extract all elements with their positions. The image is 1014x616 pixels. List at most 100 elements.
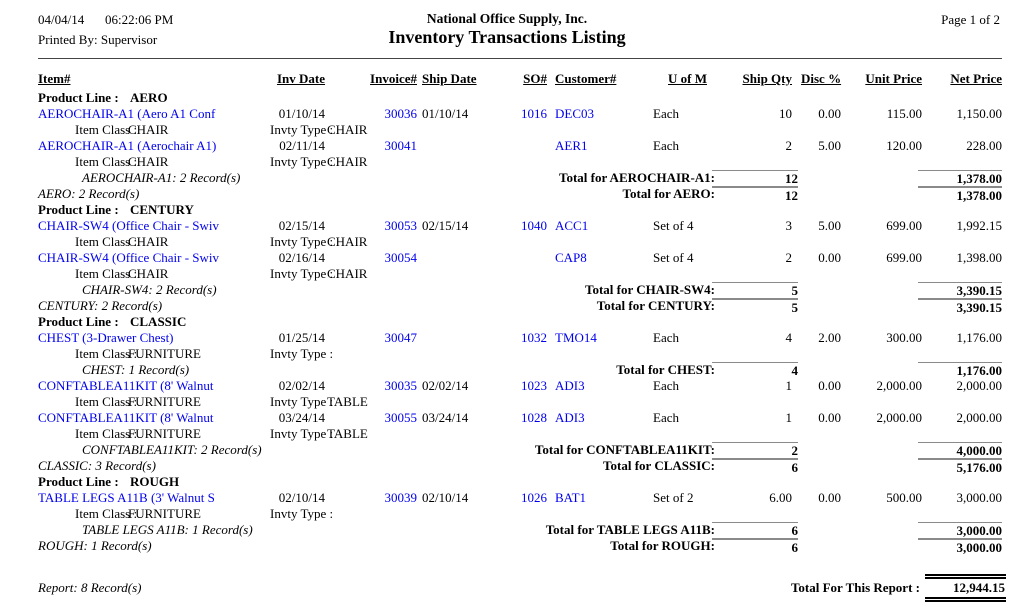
uom-value: Each: [653, 410, 679, 425]
item-total-row: AEROCHAIR-A1: 2 Record(s) Total for AERO…: [0, 170, 1014, 186]
net-price-value: 3,000.00: [956, 490, 1003, 505]
col-ship-qty: Ship Qty: [742, 71, 793, 86]
so-link[interactable]: 1023: [521, 378, 547, 393]
invty-type-value: CHAIR: [327, 122, 368, 137]
product-line-value: ROUGH: [130, 474, 180, 489]
item-class-row: Item Class : CHAIR Invty Type : CHAIR: [0, 234, 1014, 250]
customer-link[interactable]: DEC03: [555, 106, 594, 121]
invoice-link[interactable]: 30047: [384, 330, 418, 345]
invty-type-value: CHAIR: [327, 154, 368, 169]
item-link[interactable]: CHAIR-SW4 (Office Chair - Swiv: [38, 218, 220, 233]
disc-value: 2.00: [818, 330, 841, 345]
item-class-label: Item Class :: [75, 122, 138, 137]
so-link[interactable]: 1040: [521, 218, 547, 233]
inv-date: 01/25/14: [278, 330, 325, 345]
col-disc: Disc %: [801, 71, 842, 86]
uom-value: Each: [653, 138, 679, 153]
inv-date: 02/16/14: [278, 250, 325, 265]
item-total-label: Total for CHEST:: [616, 362, 715, 377]
transaction-row: AEROCHAIR-A1 (Aerochair A1) 02/11/14 300…: [0, 138, 1014, 154]
col-ship-date: Ship Date: [422, 71, 477, 86]
item-class-value: CHAIR: [128, 122, 169, 137]
invoice-link[interactable]: 30054: [384, 250, 418, 265]
so-link[interactable]: 1026: [521, 490, 547, 505]
customer-link[interactable]: AER1: [555, 138, 588, 153]
item-total-qty: 4: [712, 362, 798, 379]
disc-value: 0.00: [818, 378, 841, 393]
report-header: 04/04/14 06:22:06 PM National Office Sup…: [0, 0, 1014, 90]
item-class-label: Item Class :: [75, 506, 138, 521]
inv-date: 03/24/14: [278, 410, 325, 425]
so-link[interactable]: 1028: [521, 410, 547, 425]
print-date: 04/04/14: [38, 12, 85, 27]
invoice-link[interactable]: 30055: [384, 410, 418, 425]
customer-link[interactable]: ACC1: [555, 218, 589, 233]
customer-link[interactable]: ADI3: [555, 410, 585, 425]
col-net-price: Net Price: [950, 71, 1002, 86]
ship-qty-value: 6.00: [769, 490, 792, 505]
ship-qty-value: 4: [785, 330, 793, 345]
inv-date: 02/02/14: [278, 378, 325, 393]
invoice-link[interactable]: 30039: [384, 490, 418, 505]
item-total-net: 4,000.00: [918, 442, 1002, 459]
ship-qty-value: 1: [785, 410, 793, 425]
ship-date: 02/02/14: [422, 378, 469, 393]
customer-link[interactable]: BAT1: [555, 490, 587, 505]
net-price-value: 1,398.00: [956, 250, 1003, 265]
ship-date: 02/15/14: [422, 218, 469, 233]
productline-total-label: Total for ROUGH:: [610, 538, 715, 553]
item-record-count: TABLE LEGS A11B: 1 Record(s): [82, 522, 253, 537]
product-line-value: CENTURY: [130, 202, 194, 217]
product-line-value: CLASSIC: [130, 314, 187, 329]
productline-total-net: 1,378.00: [918, 186, 1002, 204]
item-total-row: CONFTABLEA11KIT: 2 Record(s) Total for C…: [0, 442, 1014, 458]
unit-price-value: 300.00: [886, 330, 922, 345]
invoice-link[interactable]: 30053: [384, 218, 418, 233]
item-link[interactable]: AEROCHAIR-A1 (Aerochair A1): [38, 138, 217, 153]
customer-link[interactable]: TMO14: [555, 330, 597, 345]
invty-type-value: CHAIR: [327, 234, 368, 249]
item-total-qty: 5: [712, 282, 798, 299]
productline-total-row: AERO: 2 Record(s) Total for AERO: 12 1,3…: [0, 186, 1014, 204]
productline-total-row: ROUGH: 1 Record(s) Total for ROUGH: 6 3,…: [0, 538, 1014, 555]
productline-total-label: Total for CENTURY:: [596, 298, 715, 313]
invoice-link[interactable]: 30036: [384, 106, 418, 121]
item-total-net: 1,176.00: [918, 362, 1002, 379]
invty-type-label: Invty Type :: [270, 234, 334, 249]
customer-link[interactable]: CAP8: [555, 250, 587, 265]
disc-value: 0.00: [818, 490, 841, 505]
item-class-label: Item Class :: [75, 234, 138, 249]
productline-record-count: CLASSIC: 3 Record(s): [38, 458, 156, 473]
item-total-row: CHAIR-SW4: 2 Record(s) Total for CHAIR-S…: [0, 282, 1014, 298]
print-time: 06:22:06 PM: [105, 12, 174, 27]
so-link[interactable]: 1016: [521, 106, 547, 121]
inv-date: 02/15/14: [278, 218, 325, 233]
invty-type-value: CHAIR: [327, 266, 368, 281]
uom-value: Set of 2: [653, 490, 694, 505]
item-link[interactable]: TABLE LEGS A11B (3' Walnut S: [38, 490, 215, 505]
item-link[interactable]: CONFTABLEA11KIT (8' Walnut: [38, 410, 214, 425]
col-uom: U of M: [668, 71, 707, 86]
item-class-label: Item Class :: [75, 266, 138, 281]
col-item: Item#: [38, 71, 71, 86]
item-link[interactable]: CONFTABLEA11KIT (8' Walnut: [38, 378, 214, 393]
item-link[interactable]: CHAIR-SW4 (Office Chair - Swiv: [38, 250, 220, 265]
productline-record-count: AERO: 2 Record(s): [38, 186, 140, 201]
invty-type-value: TABLE: [327, 394, 368, 409]
so-link[interactable]: 1032: [521, 330, 547, 345]
item-link[interactable]: AEROCHAIR-A1 (Aero A1 Conf: [38, 106, 216, 121]
invoice-link[interactable]: 30041: [384, 138, 418, 153]
item-class-value: CHAIR: [128, 154, 169, 169]
ship-date: 02/10/14: [422, 490, 469, 505]
disc-value: 5.00: [818, 138, 841, 153]
item-link[interactable]: CHEST (3-Drawer Chest): [38, 330, 174, 345]
item-class-value: FURNITURE: [128, 394, 201, 409]
disc-value: 0.00: [818, 106, 841, 121]
invoice-link[interactable]: 30035: [384, 378, 418, 393]
product-line-label: Product Line :: [38, 202, 119, 217]
transaction-row: CONFTABLEA11KIT (8' Walnut 03/24/14 3005…: [0, 410, 1014, 426]
item-total-qty: 12: [712, 170, 798, 187]
item-total-qty: 2: [712, 442, 798, 459]
customer-link[interactable]: ADI3: [555, 378, 585, 393]
